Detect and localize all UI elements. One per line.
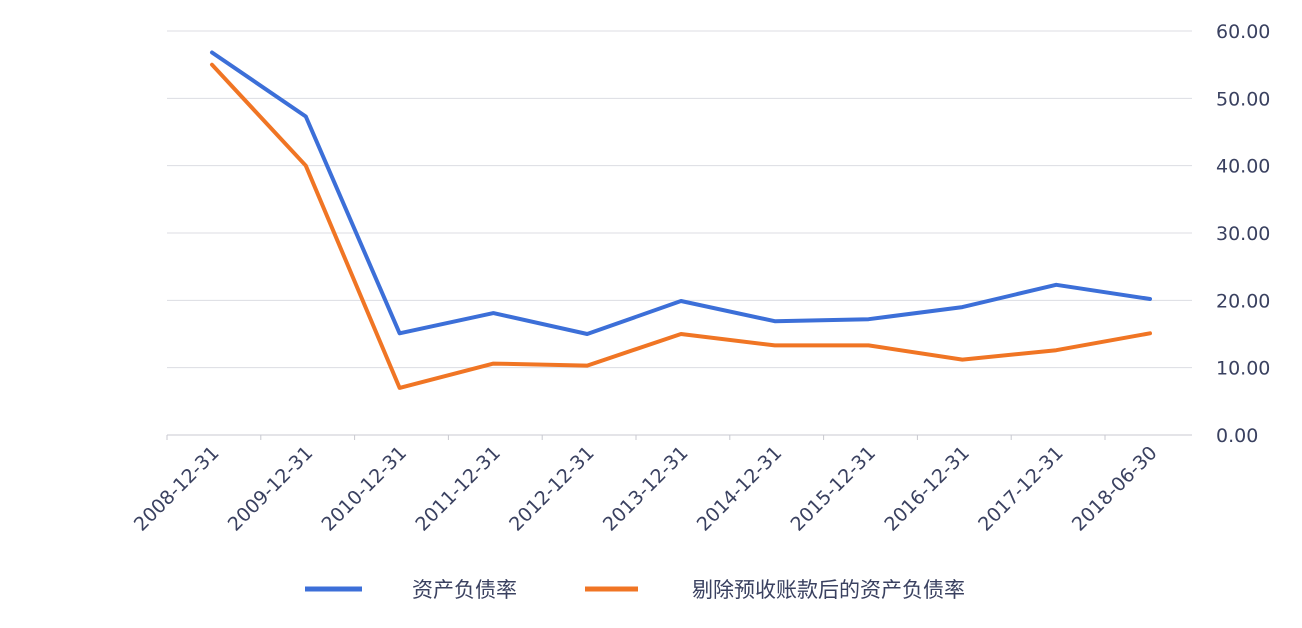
x-tick-label: 2010-12-31: [317, 442, 411, 536]
y-tick-label: 0.00: [1216, 425, 1258, 447]
y-tick-label: 60.00: [1216, 21, 1270, 43]
y-tick-label: 40.00: [1216, 156, 1270, 178]
x-tick-label: 2011-12-31: [411, 442, 505, 536]
gridlines: [167, 30, 1192, 369]
x-tick-label: 2013-12-31: [599, 442, 693, 536]
x-tick-label: 2018-06-30: [1068, 442, 1162, 536]
series-lines: [210, 50, 1152, 390]
y-tick-label: 20.00: [1216, 290, 1270, 312]
series-line-1: [210, 50, 1152, 336]
y-tick-label: 30.00: [1216, 223, 1270, 245]
x-tick-label: 2008-12-31: [130, 442, 224, 536]
x-tick-label: 2015-12-31: [786, 442, 880, 536]
x-tick-label: 2012-12-31: [505, 442, 599, 536]
x-tick-label: 2009-12-31: [224, 442, 318, 536]
series-line-2: [210, 62, 1152, 390]
y-tick-label: 50.00: [1216, 88, 1270, 110]
x-axis: [166, 434, 1192, 440]
legend-label-series-2: 剔除预收账款后的资产负债率: [692, 578, 965, 602]
legend: 资产负债率 剔除预收账款后的资产负债率: [305, 578, 965, 602]
x-tick-label: 2016-12-31: [880, 442, 974, 536]
y-axis-tick-labels: 0.00 10.00 20.00 30.00 40.00 50.00 60.00: [1216, 21, 1270, 447]
x-tick-label: 2017-12-31: [974, 442, 1068, 536]
x-axis-tick-labels: 2008-12-31 2009-12-31 2010-12-31 2011-12-31…: [130, 442, 1162, 536]
x-tick-label: 2014-12-31: [693, 442, 787, 536]
legend-label-series-1: 资产负债率: [412, 578, 517, 602]
y-tick-label: 10.00: [1216, 358, 1270, 380]
